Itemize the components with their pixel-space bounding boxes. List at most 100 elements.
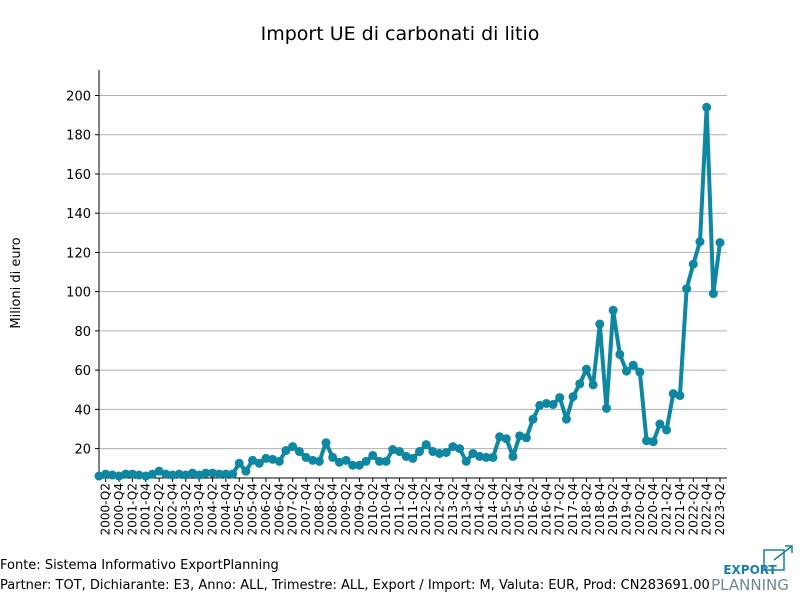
x-tick-label: 2001-Q4 (139, 483, 153, 535)
y-tick-label: 160 (66, 168, 91, 183)
y-tick-label: 140 (66, 207, 91, 222)
data-point (294, 447, 304, 457)
data-point (648, 437, 658, 447)
x-tick-label: 2012-Q2 (419, 483, 433, 535)
x-tick-label: 2021-Q4 (673, 483, 687, 535)
x-tick-label: 2014-Q2 (473, 483, 487, 535)
y-tick-label: 120 (66, 246, 91, 261)
data-point (628, 360, 638, 370)
data-point (241, 466, 251, 476)
x-tick-label: 2018-Q2 (579, 483, 593, 535)
data-point (581, 364, 591, 374)
data-point (508, 451, 518, 461)
logo-text-export: EXPORT (723, 563, 777, 577)
data-point (662, 425, 672, 435)
x-tick-label: 2010-Q4 (379, 483, 393, 535)
data-point (702, 102, 712, 112)
y-tick-label: 100 (66, 286, 91, 301)
data-point (121, 469, 131, 479)
data-point (321, 438, 331, 448)
data-point (675, 391, 685, 401)
data-point (488, 452, 498, 462)
data-point (555, 393, 565, 403)
data-point (281, 446, 291, 456)
data-point (541, 398, 551, 408)
x-tick-label: 2010-Q2 (366, 483, 380, 535)
data-point (455, 444, 465, 454)
x-tick-label: 2003-Q2 (179, 483, 193, 535)
data-point (234, 458, 244, 468)
logo-arrow-icon (763, 545, 793, 571)
x-tick-label: 2018-Q4 (593, 483, 607, 535)
x-tick-label: 2019-Q2 (606, 483, 620, 535)
data-point (715, 238, 725, 248)
x-tick-label: 2023-Q2 (713, 483, 727, 535)
y-tick-label: 200 (66, 90, 91, 105)
data-point (167, 470, 177, 480)
y-tick-label: 180 (66, 129, 91, 144)
data-point (588, 380, 598, 390)
x-tick-label: 2017-Q2 (553, 483, 567, 535)
data-point (421, 440, 431, 450)
data-point (475, 451, 485, 461)
data-point (435, 448, 445, 458)
data-point (261, 453, 271, 463)
data-point (354, 460, 364, 470)
y-tick-label: 40 (74, 403, 91, 418)
data-point (134, 470, 144, 480)
x-tick-label: 2011-Q2 (392, 483, 406, 535)
data-point (101, 469, 111, 479)
x-tick-label: 2005-Q2 (232, 483, 246, 535)
series-points (94, 102, 725, 481)
data-point (308, 455, 318, 465)
x-tick-label: 2016-Q4 (539, 483, 553, 535)
data-point (415, 447, 425, 457)
x-tick-label: 2019-Q4 (620, 483, 634, 535)
x-tick-label: 2017-Q4 (566, 483, 580, 535)
x-tick-label: 2004-Q4 (219, 483, 233, 535)
x-tick-label: 2014-Q4 (486, 483, 500, 535)
data-point (394, 447, 404, 457)
data-point (655, 419, 665, 429)
data-point (221, 469, 231, 479)
data-point (615, 349, 625, 359)
data-point (528, 414, 538, 424)
data-point (288, 442, 298, 452)
footer-source: Fonte: Sistema Informativo ExportPlannin… (0, 558, 279, 573)
y-tick-label: 80 (74, 325, 91, 340)
data-point (682, 284, 692, 294)
data-point (695, 237, 705, 247)
y-axis-ticks: 20 40 60 80 100 120 140 160 180 200 (66, 90, 99, 458)
data-point (521, 433, 531, 443)
data-point (228, 469, 238, 479)
data-point (548, 399, 558, 409)
x-axis-ticks: 2000-Q2 2000-Q4 2001-Q2 2001-Q4 2002-Q2 2002-… (99, 478, 727, 535)
x-tick-label: 2006-Q2 (259, 483, 273, 535)
x-tick-label: 2020-Q4 (646, 483, 660, 535)
data-point (174, 469, 184, 479)
data-point (341, 455, 351, 465)
x-tick-label: 2007-Q4 (299, 483, 313, 535)
data-point (328, 452, 338, 462)
y-tick-label: 60 (74, 364, 91, 379)
data-point (601, 403, 611, 413)
data-point (408, 453, 418, 463)
logo-text-planning: PLANNING (711, 576, 789, 594)
data-point (708, 289, 718, 299)
footer-details: Partner: TOT, Dichiarante: E3, Anno: ALL… (0, 578, 710, 593)
data-point (368, 450, 378, 460)
x-tick-label: 2015-Q4 (513, 483, 527, 535)
data-point (595, 319, 605, 329)
x-tick-label: 2012-Q4 (433, 483, 447, 535)
x-tick-label: 2000-Q2 (99, 483, 113, 535)
x-tick-label: 2007-Q2 (286, 483, 300, 535)
x-tick-label: 2005-Q4 (246, 483, 260, 535)
x-tick-label: 2008-Q4 (326, 483, 340, 535)
x-tick-label: 2020-Q2 (633, 483, 647, 535)
x-tick-label: 2009-Q2 (339, 483, 353, 535)
data-point (441, 448, 451, 457)
data-point (635, 367, 645, 377)
data-point (314, 456, 324, 466)
x-tick-label: 2011-Q4 (406, 483, 420, 535)
data-point (274, 456, 284, 466)
